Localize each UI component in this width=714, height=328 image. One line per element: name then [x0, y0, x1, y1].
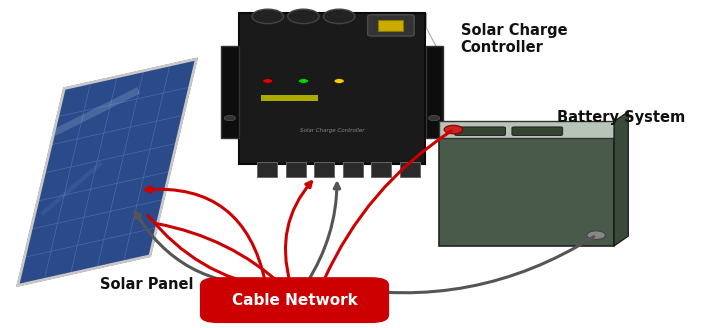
FancyArrowPatch shape [148, 215, 271, 290]
FancyBboxPatch shape [400, 162, 420, 177]
Text: Cable Network: Cable Network [231, 293, 358, 308]
Text: Solar Charge Controller: Solar Charge Controller [300, 128, 364, 133]
FancyBboxPatch shape [239, 13, 425, 164]
Circle shape [323, 9, 355, 24]
FancyBboxPatch shape [455, 127, 506, 135]
Circle shape [444, 125, 463, 134]
Circle shape [224, 115, 236, 121]
Circle shape [263, 79, 273, 83]
FancyBboxPatch shape [314, 162, 334, 177]
FancyBboxPatch shape [426, 46, 443, 138]
Circle shape [334, 79, 344, 83]
FancyBboxPatch shape [286, 162, 306, 177]
FancyArrowPatch shape [135, 212, 271, 285]
FancyBboxPatch shape [343, 162, 363, 177]
FancyBboxPatch shape [221, 46, 239, 138]
Polygon shape [439, 121, 614, 138]
FancyBboxPatch shape [200, 277, 389, 323]
FancyArrowPatch shape [146, 187, 266, 283]
FancyBboxPatch shape [512, 127, 563, 135]
FancyArrowPatch shape [324, 131, 451, 279]
FancyArrowPatch shape [156, 224, 283, 286]
FancyBboxPatch shape [368, 15, 414, 36]
Text: Solar Panel: Solar Panel [100, 277, 193, 292]
Circle shape [252, 9, 283, 24]
FancyBboxPatch shape [439, 138, 614, 246]
FancyArrowPatch shape [307, 183, 340, 283]
FancyBboxPatch shape [371, 162, 391, 177]
Polygon shape [614, 112, 628, 246]
Circle shape [298, 79, 308, 83]
Text: Battery System: Battery System [557, 110, 685, 125]
Text: Solar Charge
Controller: Solar Charge Controller [461, 23, 567, 55]
FancyBboxPatch shape [261, 95, 318, 101]
FancyArrowPatch shape [333, 237, 594, 293]
Circle shape [428, 115, 440, 121]
Circle shape [288, 9, 319, 24]
Circle shape [587, 231, 605, 239]
Polygon shape [18, 59, 196, 285]
FancyBboxPatch shape [378, 20, 403, 31]
FancyArrowPatch shape [286, 182, 311, 283]
FancyBboxPatch shape [257, 162, 277, 177]
